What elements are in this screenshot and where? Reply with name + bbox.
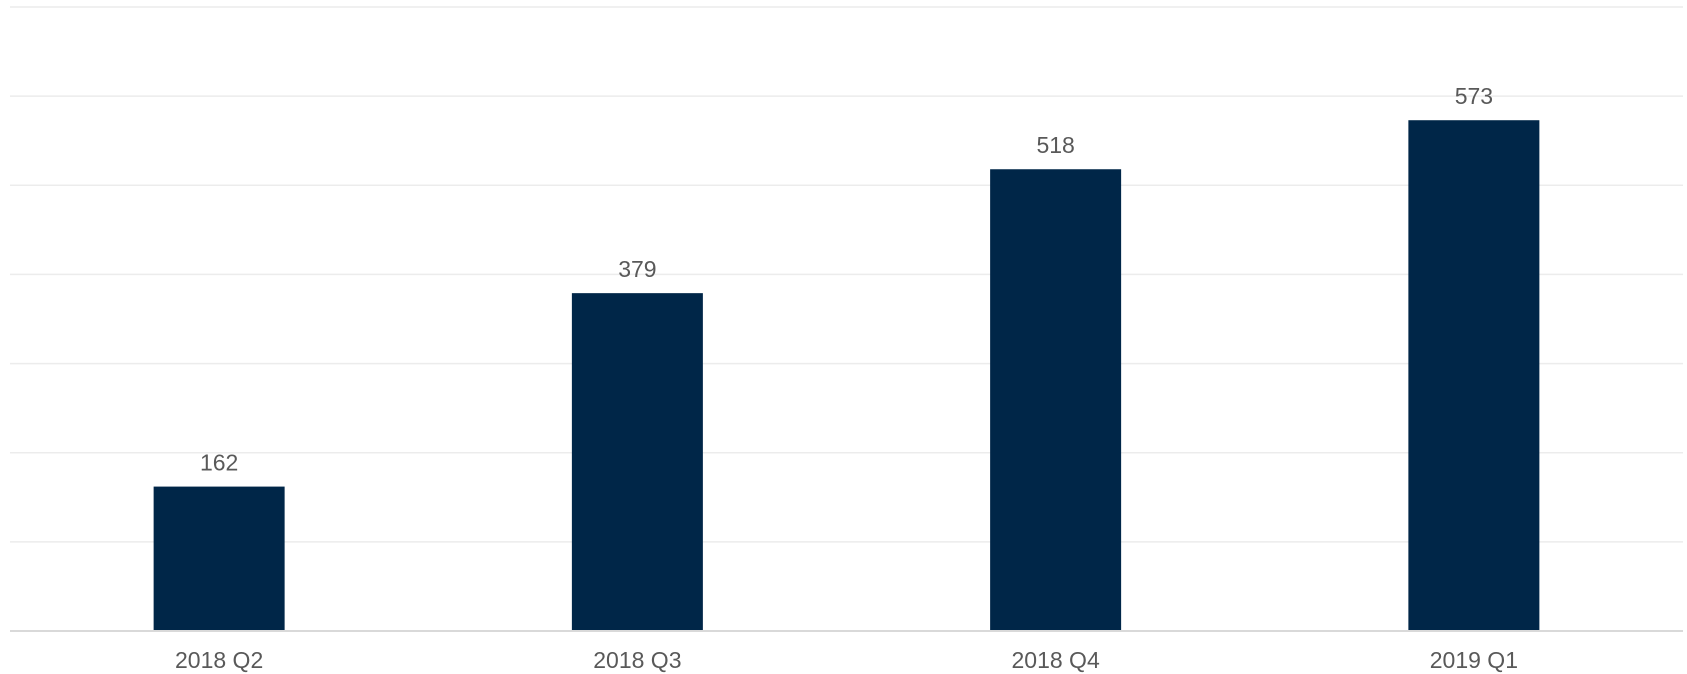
- bar-value-label: 379: [618, 256, 656, 282]
- x-axis-tick-labels: 2018 Q2 2018 Q3 2018 Q4 2019 Q1: [175, 647, 1518, 673]
- bar: [1408, 120, 1540, 631]
- bar: [153, 486, 285, 631]
- bar-value-label: 518: [1036, 132, 1074, 158]
- x-tick-label: 2018 Q2: [175, 647, 263, 673]
- bar-value-label: 573: [1455, 83, 1493, 109]
- bar: [571, 293, 703, 631]
- data-labels: 162 379 518 573: [200, 83, 1493, 475]
- x-tick-label: 2019 Q1: [1430, 647, 1518, 673]
- gridlines: [10, 6, 1683, 543]
- x-tick-label: 2018 Q4: [1012, 647, 1100, 673]
- bar: [990, 169, 1122, 632]
- x-tick-label: 2018 Q3: [593, 647, 681, 673]
- bars: [153, 120, 1540, 632]
- bar-value-label: 162: [200, 450, 238, 476]
